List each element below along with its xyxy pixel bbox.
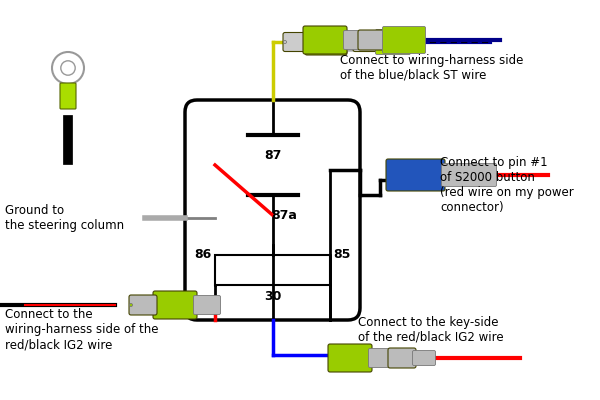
FancyBboxPatch shape xyxy=(328,344,372,372)
Text: Connect to wiring-harness side
of the blue/black ST wire: Connect to wiring-harness side of the bl… xyxy=(340,54,523,82)
FancyBboxPatch shape xyxy=(283,32,309,52)
FancyBboxPatch shape xyxy=(153,291,197,319)
FancyBboxPatch shape xyxy=(60,83,76,109)
FancyBboxPatch shape xyxy=(130,304,133,306)
FancyBboxPatch shape xyxy=(413,350,436,366)
Text: 85: 85 xyxy=(334,248,350,261)
Text: 86: 86 xyxy=(194,248,212,261)
FancyBboxPatch shape xyxy=(386,159,445,191)
FancyBboxPatch shape xyxy=(185,100,360,320)
FancyBboxPatch shape xyxy=(303,26,347,54)
FancyBboxPatch shape xyxy=(193,296,221,314)
Circle shape xyxy=(61,61,75,75)
Text: Connect to pin #1
of S2000 button
(red wire on my power
connector): Connect to pin #1 of S2000 button (red w… xyxy=(440,156,574,214)
Text: Ground to
the steering column: Ground to the steering column xyxy=(5,204,124,232)
FancyBboxPatch shape xyxy=(358,30,386,50)
FancyBboxPatch shape xyxy=(129,295,157,315)
Text: 30: 30 xyxy=(264,290,281,303)
FancyBboxPatch shape xyxy=(353,32,379,52)
FancyBboxPatch shape xyxy=(376,30,410,54)
Text: Connect to the key-side
of the red/black IG2 wire: Connect to the key-side of the red/black… xyxy=(358,316,503,344)
FancyBboxPatch shape xyxy=(388,348,416,368)
Circle shape xyxy=(52,52,84,84)
FancyBboxPatch shape xyxy=(284,40,287,44)
Text: Connect to the
wiring-harness side of the
red/black IG2 wire: Connect to the wiring-harness side of th… xyxy=(5,308,158,352)
FancyBboxPatch shape xyxy=(343,30,371,50)
Bar xyxy=(215,255,330,285)
Text: 87a: 87a xyxy=(272,209,298,222)
Text: 87: 87 xyxy=(264,149,281,162)
FancyBboxPatch shape xyxy=(442,164,497,186)
FancyBboxPatch shape xyxy=(305,29,347,55)
FancyBboxPatch shape xyxy=(383,26,425,54)
FancyBboxPatch shape xyxy=(343,33,368,51)
FancyBboxPatch shape xyxy=(368,348,395,368)
